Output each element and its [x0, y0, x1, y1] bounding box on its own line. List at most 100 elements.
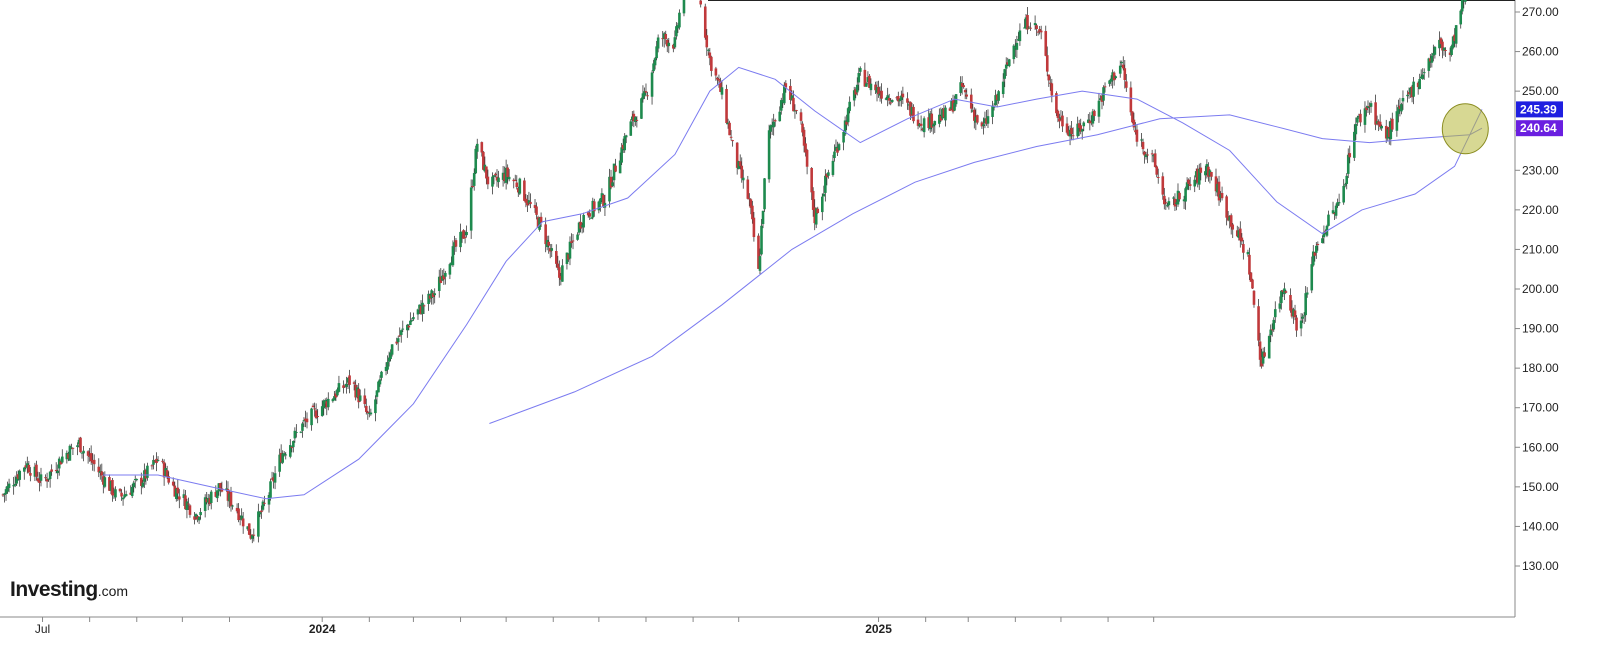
candle-body: [260, 510, 263, 513]
candle-body: [418, 304, 421, 309]
candle-body: [1026, 15, 1029, 30]
candle-body: [1024, 17, 1028, 29]
candle-body: [877, 87, 880, 95]
candle-body: [548, 248, 552, 252]
candle-body: [1044, 31, 1048, 56]
candle-body: [570, 241, 573, 244]
candle-body: [1251, 279, 1254, 289]
candle-body: [1065, 123, 1069, 133]
candle-body: [39, 474, 43, 481]
candle-body: [811, 190, 815, 210]
candle-body: [270, 478, 274, 480]
moving-average-line: [489, 114, 1483, 424]
candle-body: [301, 423, 304, 431]
candle-body: [1182, 199, 1186, 202]
candle-body: [662, 33, 666, 39]
candle-body: [357, 388, 360, 403]
candle-body: [150, 465, 154, 467]
candle-body: [281, 453, 284, 463]
candle-body: [640, 98, 643, 119]
candle-body: [100, 471, 104, 476]
candle-body: [197, 516, 201, 521]
candle-body: [501, 172, 505, 180]
candle-body: [746, 179, 750, 199]
candle-body: [1155, 166, 1159, 175]
candle-body: [757, 235, 760, 269]
candle-body: [974, 116, 978, 123]
candle-body: [1368, 106, 1371, 108]
candle-body: [921, 128, 924, 130]
candle-body: [3, 493, 6, 495]
candle-body: [460, 231, 464, 235]
candle-body: [334, 393, 338, 398]
candle-body: [86, 451, 90, 456]
candle-body: [141, 482, 145, 487]
candle-body: [1231, 224, 1235, 230]
candle-body: [109, 480, 113, 491]
candle-body: [845, 121, 848, 125]
candle-body: [1172, 197, 1175, 199]
candle-body: [769, 125, 772, 132]
candle-body: [374, 399, 377, 414]
candle-body: [983, 118, 987, 124]
candle-body: [194, 514, 198, 518]
candle-body: [950, 100, 953, 110]
candle-body: [1252, 290, 1256, 305]
candle-body: [419, 306, 423, 314]
y-tick-label: 220.00: [1522, 203, 1559, 217]
candle-body: [1448, 52, 1452, 55]
candle-body: [302, 420, 306, 422]
candle-body: [1003, 69, 1007, 79]
candle-body: [821, 196, 824, 213]
candle-body: [433, 293, 436, 296]
candle-body: [565, 252, 569, 264]
candle-body: [59, 461, 63, 465]
candle-body: [603, 202, 607, 208]
candle-body: [1260, 357, 1263, 367]
y-axis-tick-labels: 130.00 140.00 150.00 160.00 170.00 180.00 190.…: [1515, 5, 1559, 573]
candle-body: [741, 177, 745, 181]
candle-body: [901, 93, 905, 98]
candle-body: [6, 485, 9, 492]
candle-body: [184, 495, 187, 510]
candle-body: [235, 507, 239, 512]
candle-body: [448, 264, 452, 275]
candle-body: [1111, 72, 1114, 81]
candle-body: [1453, 34, 1456, 42]
candle-body: [804, 143, 807, 153]
candle-body: [1451, 36, 1455, 48]
candle-body: [1395, 111, 1399, 131]
candle-body: [153, 460, 157, 462]
candle-body: [1185, 182, 1189, 190]
candle-body: [1353, 131, 1356, 158]
candle-body: [571, 240, 575, 242]
y-tick-label: 150.00: [1522, 480, 1559, 494]
candle-body: [749, 199, 753, 208]
y-tick-label: 130.00: [1522, 559, 1559, 573]
candle-body: [1336, 202, 1339, 207]
candle-body: [825, 174, 829, 178]
candle-body: [1059, 117, 1063, 119]
candle-body: [483, 164, 487, 172]
candle-body: [354, 384, 357, 398]
candle-body: [855, 84, 859, 93]
candle-body: [123, 494, 126, 498]
candle-body: [1087, 119, 1090, 123]
candle-body: [1357, 116, 1361, 118]
candle-body: [187, 503, 190, 505]
candle-body: [1369, 103, 1373, 107]
candle-body: [241, 518, 245, 527]
candle-body: [1310, 264, 1314, 291]
candle-body: [1225, 196, 1228, 218]
candle-body: [1207, 166, 1210, 177]
candle-body: [124, 494, 128, 497]
candle-body: [1442, 47, 1446, 51]
y-tick-label: 270.00: [1522, 5, 1559, 19]
candle-body: [331, 399, 335, 402]
candle-body: [706, 49, 710, 51]
candle-body: [1269, 329, 1273, 336]
candle-body: [524, 198, 528, 203]
candle-body: [108, 477, 111, 491]
candle-body: [504, 167, 508, 183]
candle-body: [536, 217, 540, 228]
